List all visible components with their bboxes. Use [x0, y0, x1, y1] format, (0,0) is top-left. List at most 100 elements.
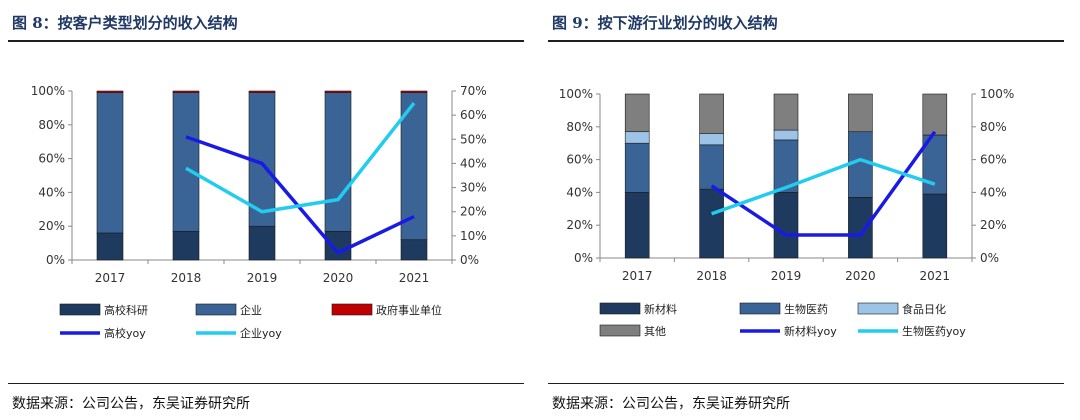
- legend-swatch: [599, 324, 641, 337]
- bar-生物医药-2020: [848, 131, 873, 198]
- left-tick-label: 80%: [566, 120, 593, 134]
- right-tick-label: 30%: [460, 181, 487, 195]
- right-tick-label: 0%: [980, 251, 999, 265]
- x-tick-label: 2021: [399, 271, 430, 285]
- source-rule: [8, 383, 524, 384]
- left-tick-label: 0%: [46, 253, 65, 267]
- figure-title: 图 8：按客户类型划分的收入结构: [12, 14, 238, 32]
- bar-新材料-2019: [773, 192, 799, 259]
- bar-高校科研-2021: [400, 239, 428, 261]
- left-tick-label: 100%: [559, 87, 593, 101]
- legend-label: 新材料yoy: [784, 324, 837, 338]
- legend-label: 生物医药yoy: [902, 324, 966, 338]
- bar-其他-2021: [922, 93, 948, 136]
- legend-swatch: [59, 303, 101, 316]
- right-tick-label: 80%: [980, 120, 1007, 134]
- bar-新材料-2017: [624, 192, 650, 259]
- bar-高校科研-2020: [324, 230, 352, 261]
- legend-swatch: [739, 302, 781, 315]
- x-tick-label: 2018: [171, 271, 202, 285]
- legend-swatch: [599, 302, 641, 315]
- legend-label: 生物医药: [784, 302, 828, 316]
- bar-其他-2017: [624, 93, 650, 133]
- left-tick-label: 0%: [574, 251, 593, 265]
- left-tick-label: 60%: [566, 153, 593, 167]
- bar-食品日化-2017: [624, 131, 650, 144]
- bar-新材料-2021: [922, 193, 948, 259]
- bar-新材料-2018: [699, 188, 724, 259]
- bar-食品日化-2019: [773, 129, 799, 141]
- left-tick-label: 40%: [566, 185, 593, 199]
- title-rule: [8, 40, 524, 42]
- figure-9-panel: 图 9：按下游行业划分的收入结构 0% 20% 40% 60% 80% 100% 0% 20%…: [540, 0, 1080, 420]
- bar-高校科研-2017: [96, 232, 124, 261]
- bar-企业-2021: [400, 92, 428, 241]
- chart-customer-type: 0% 20% 40% 60% 80% 100% 0% 10% 20% 30% 40% 50% 60% 70…: [31, 84, 487, 340]
- right-tick-label: 50%: [460, 132, 487, 146]
- legend-swatch: [195, 303, 237, 316]
- legend-label: 高校科研: [104, 303, 148, 317]
- left-tick-label: 40%: [38, 185, 65, 199]
- x-tick-label: 2021: [920, 269, 951, 283]
- bar-食品日化-2018: [699, 133, 724, 146]
- legend-swatch: [331, 303, 373, 316]
- bar-政府事业单位-2019: [248, 90, 276, 93]
- bar-政府事业单位-2018: [172, 90, 200, 93]
- source-note: 数据来源：公司公告，东吴证券研究所: [12, 396, 250, 412]
- left-tick-label: 60%: [38, 152, 65, 166]
- legend-swatch: [857, 302, 899, 315]
- title-rule: [548, 40, 1064, 42]
- x-tick-label: 2019: [247, 271, 278, 285]
- right-tick-label: 0%: [460, 253, 479, 267]
- legend-label: 政府事业单位: [376, 303, 442, 317]
- line-生物医药yoy: [711, 157, 936, 216]
- bar-企业-2017: [96, 92, 124, 234]
- right-tick-label: 40%: [980, 185, 1007, 199]
- x-tick-label: 2019: [771, 269, 802, 283]
- chart-downstream-industry: 0% 20% 40% 60% 80% 100% 0% 20% 40% 60% 80% 100% 2017…: [559, 87, 1015, 338]
- x-tick-label: 2017: [622, 269, 653, 283]
- figure-title: 图 9：按下游行业划分的收入结构: [552, 14, 778, 32]
- bar-其他-2020: [848, 93, 873, 133]
- bar-企业-2018: [172, 92, 200, 232]
- legend-label: 其他: [644, 325, 666, 338]
- bar-其他-2019: [773, 93, 799, 131]
- legend-label: 企业: [240, 303, 262, 317]
- right-tick-label: 20%: [980, 218, 1007, 232]
- right-tick-label: 60%: [980, 153, 1007, 167]
- figure-8-panel: 图 8：按客户类型划分的收入结构 0% 20% 40% 60% 80% 100% 0% 10%…: [8, 14, 524, 412]
- right-tick-label: 10%: [460, 229, 487, 243]
- x-tick-label: 2020: [323, 271, 354, 285]
- x-tick-label: 2020: [845, 269, 876, 283]
- legend-label: 食品日化: [902, 302, 946, 316]
- left-tick-label: 100%: [31, 84, 65, 98]
- left-tick-label: 20%: [566, 218, 593, 232]
- bar-高校科研-2018: [172, 230, 200, 261]
- bar-政府事业单位-2017: [96, 90, 124, 93]
- x-tick-label: 2018: [696, 269, 727, 283]
- legend-label: 新材料: [644, 302, 677, 316]
- bar-生物医药-2018: [699, 144, 724, 190]
- bar-其他-2018: [699, 93, 724, 134]
- line-新材料yoy: [710, 130, 937, 237]
- bar-企业-2020: [324, 92, 352, 232]
- line-企业yoy: [185, 101, 416, 214]
- right-tick-label: 20%: [460, 205, 487, 219]
- bar-政府事业单位-2021: [400, 90, 428, 93]
- bar-高校科研-2019: [248, 225, 276, 261]
- legend-label: 高校yoy: [104, 326, 146, 340]
- source-note: 数据来源：公司公告，东吴证券研究所: [552, 396, 790, 412]
- bar-生物医药-2017: [624, 142, 650, 193]
- right-tick-label: 40%: [460, 156, 487, 170]
- source-rule: [548, 383, 1064, 384]
- bar-政府事业单位-2020: [324, 90, 352, 93]
- bar-新材料-2020: [848, 197, 873, 259]
- left-tick-label: 20%: [38, 219, 65, 233]
- line-高校yoy: [185, 135, 415, 255]
- legend-label: 企业yoy: [240, 326, 282, 340]
- right-tick-label: 100%: [980, 87, 1014, 101]
- left-tick-label: 80%: [38, 118, 65, 132]
- x-tick-label: 2017: [95, 271, 126, 285]
- right-tick-label: 60%: [460, 108, 487, 122]
- right-tick-label: 70%: [460, 84, 487, 98]
